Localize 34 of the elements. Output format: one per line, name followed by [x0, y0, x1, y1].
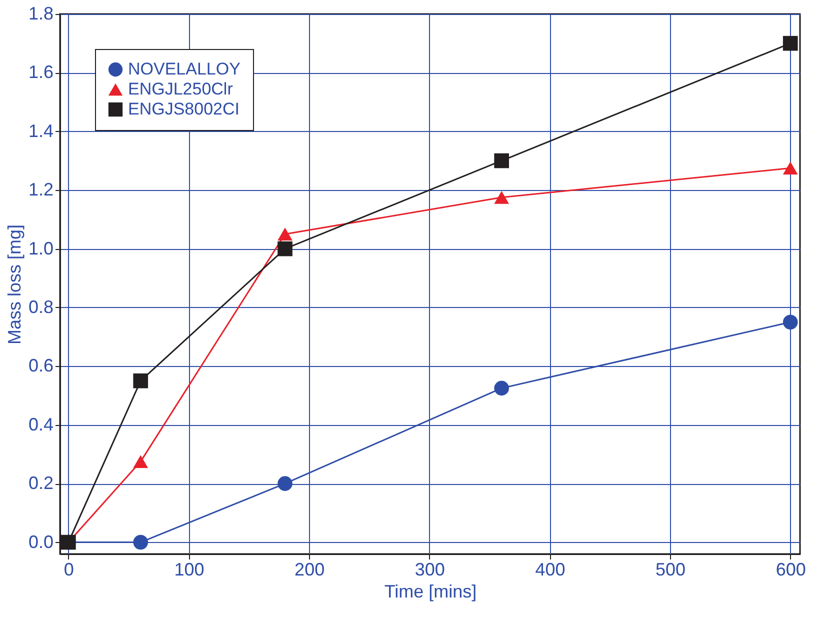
point	[133, 455, 148, 468]
point	[494, 380, 510, 396]
y-tick-label: 0.6	[28, 356, 54, 376]
y-tick-label: 0.8	[28, 296, 54, 317]
legend-label: ENGJS8002CI	[128, 100, 240, 118]
y-tick-label: 0.0	[28, 532, 54, 552]
x-tick-label: 400	[535, 560, 566, 580]
x-axis-title: Time [mins]	[384, 582, 477, 602]
point	[278, 228, 292, 241]
y-tick-label: 1.2	[28, 180, 54, 200]
point	[782, 314, 798, 330]
y-tick-label: 1.4	[28, 120, 54, 141]
legend-label: NOVELALLOY	[128, 60, 240, 78]
x-tick-label: 500	[656, 560, 686, 580]
x-tick-label: 600	[776, 560, 806, 580]
point	[782, 162, 798, 174]
point	[133, 534, 148, 550]
point	[494, 153, 510, 168]
y-tick-label: 1.0	[28, 238, 54, 258]
y-tick-label: 0.2	[28, 473, 54, 494]
point	[278, 241, 292, 256]
point	[782, 36, 798, 51]
legend-label: ENGJL250Clr	[128, 80, 234, 98]
point	[494, 191, 510, 204]
y-tick-label: 1.8	[28, 4, 54, 24]
x-tick-label: 300	[414, 560, 445, 580]
y-tick-label: 1.6	[28, 62, 54, 82]
y-axis-title: Mass loss [mg]	[4, 224, 24, 345]
point	[278, 476, 292, 491]
y-tick-label: 0.4	[28, 414, 54, 434]
x-tick-label: 100	[174, 560, 204, 580]
point	[133, 373, 148, 388]
x-tick-label: 200	[294, 560, 325, 580]
x-tick-label: 0	[64, 560, 74, 580]
